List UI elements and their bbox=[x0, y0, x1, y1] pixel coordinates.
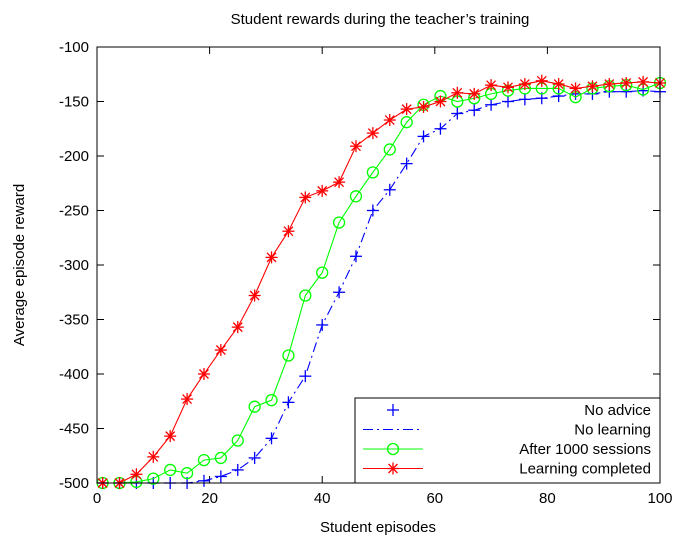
star-point bbox=[586, 80, 599, 93]
star-point bbox=[248, 289, 261, 302]
legend-item: No advice bbox=[387, 402, 651, 419]
circle-point bbox=[332, 216, 346, 229]
y-tick-label: -450 bbox=[59, 421, 89, 438]
star-point bbox=[451, 86, 464, 99]
circle-point bbox=[386, 442, 400, 456]
series-line bbox=[102, 90, 661, 484]
star-point bbox=[366, 127, 379, 140]
star-point bbox=[485, 79, 498, 92]
star-point bbox=[434, 95, 447, 108]
legend-label: After 1000 sessions bbox=[519, 441, 651, 458]
x-tick-label: 0 bbox=[93, 490, 101, 507]
star-point bbox=[387, 462, 399, 475]
circle-point bbox=[231, 434, 244, 447]
star-point bbox=[637, 75, 650, 88]
star-point bbox=[468, 87, 481, 100]
star-point bbox=[164, 430, 177, 443]
circle-point bbox=[366, 166, 380, 179]
star-point bbox=[569, 82, 582, 95]
star-point bbox=[147, 450, 160, 463]
y-tick-label: -150 bbox=[59, 94, 89, 111]
circle-point bbox=[147, 472, 160, 485]
star-point bbox=[214, 344, 227, 357]
legend-item: No learning bbox=[363, 422, 651, 439]
series-line bbox=[102, 80, 661, 484]
star-point bbox=[535, 74, 548, 87]
circle-point bbox=[400, 116, 413, 129]
series-no-learning bbox=[102, 90, 661, 484]
x-tick-label: 80 bbox=[539, 490, 556, 507]
star-point bbox=[417, 100, 430, 113]
star-point bbox=[333, 176, 346, 189]
circle-point bbox=[316, 266, 329, 279]
x-tick-label: 40 bbox=[314, 490, 331, 507]
star-point bbox=[501, 81, 514, 94]
star-point bbox=[231, 321, 244, 334]
chart-title: Student rewards during the teacher’s tra… bbox=[231, 11, 530, 28]
circle-point bbox=[197, 453, 211, 467]
star-point bbox=[400, 103, 413, 116]
y-tick-label: -200 bbox=[59, 148, 89, 165]
star-point bbox=[518, 78, 531, 91]
plot-series bbox=[96, 74, 667, 490]
x-axis-label: Student episodes bbox=[320, 519, 436, 536]
y-tick-label: -100 bbox=[59, 39, 89, 56]
x-tick-label: 100 bbox=[647, 490, 672, 507]
legend-label: No learning bbox=[574, 422, 651, 439]
circle-point bbox=[248, 400, 261, 413]
plus-point bbox=[231, 463, 244, 476]
y-tick-label: -350 bbox=[59, 312, 89, 329]
y-tick-label: -250 bbox=[59, 203, 89, 220]
plus-point bbox=[214, 470, 227, 483]
star-point bbox=[265, 251, 278, 264]
legend-label: Learning completed bbox=[519, 461, 651, 478]
plus-point bbox=[387, 404, 399, 416]
x-tick-label: 60 bbox=[426, 490, 443, 507]
series-line bbox=[102, 82, 661, 484]
circle-point bbox=[214, 451, 228, 465]
star-point bbox=[383, 114, 396, 127]
circle-point bbox=[282, 349, 295, 362]
plus-point bbox=[400, 157, 413, 170]
y-tick-label: -500 bbox=[59, 475, 89, 492]
star-point bbox=[181, 393, 194, 406]
star-point bbox=[620, 76, 633, 89]
star-point bbox=[316, 184, 329, 197]
y-tick-label: -400 bbox=[59, 366, 89, 383]
star-point bbox=[603, 78, 616, 91]
plus-point bbox=[248, 451, 261, 464]
plus-point bbox=[485, 98, 498, 111]
plus-point bbox=[366, 204, 379, 217]
legend-item: Learning completed bbox=[363, 461, 651, 478]
series-learning-completed bbox=[96, 74, 666, 489]
legend: No advice No learning After 1000 sessions L… bbox=[354, 397, 661, 484]
circle-point bbox=[299, 289, 312, 302]
circle-point bbox=[180, 467, 194, 480]
star-point bbox=[282, 225, 295, 238]
circle-point bbox=[164, 463, 177, 477]
legend-label: No advice bbox=[584, 402, 651, 419]
star-point bbox=[197, 368, 210, 380]
star-point bbox=[349, 140, 362, 153]
x-tick-label: 20 bbox=[201, 490, 218, 507]
circle-point bbox=[265, 394, 278, 407]
circle-point bbox=[349, 190, 363, 203]
star-point bbox=[299, 191, 312, 204]
tick-labels: 0 20 40 60 80 100 -100 -150 -200 -250 -300 -350 -400… bbox=[59, 39, 673, 507]
star-point bbox=[552, 78, 565, 91]
legend-item: After 1000 sessions bbox=[363, 441, 651, 458]
star-point bbox=[130, 468, 143, 481]
circle-point bbox=[383, 143, 396, 156]
y-tick-label: -300 bbox=[59, 257, 89, 274]
y-axis-label: Average episode reward bbox=[11, 184, 28, 346]
